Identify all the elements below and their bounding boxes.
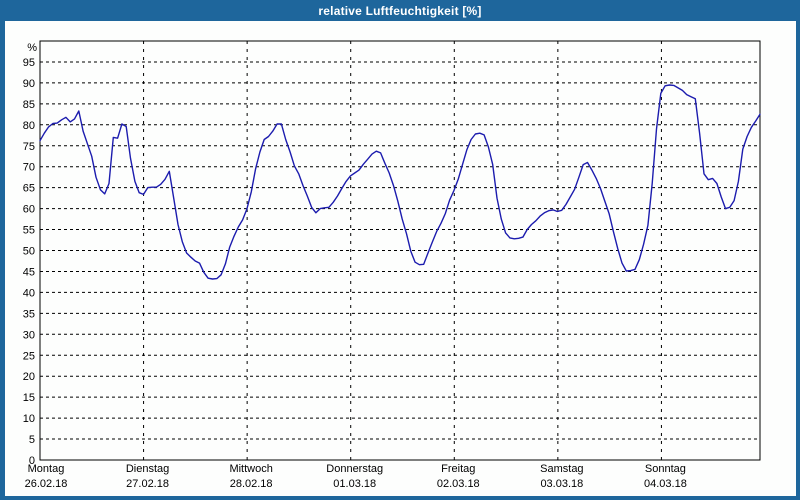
x-axis-date-label: 03.03.18 bbox=[540, 478, 583, 490]
x-axis-weekday-label: Freitag bbox=[441, 463, 475, 475]
x-axis-weekday-label: Dienstag bbox=[126, 463, 169, 475]
x-axis-weekday-label: Montag bbox=[28, 463, 65, 475]
humidity-series-line bbox=[39, 84, 761, 280]
x-axis-date-label: 27.02.18 bbox=[126, 478, 169, 490]
y-axis-tick-label: 15 bbox=[23, 392, 35, 404]
y-axis-tick-label: 90 bbox=[23, 78, 35, 90]
y-axis-tick-label: 80 bbox=[23, 120, 35, 132]
x-axis-date-label: 04.03.18 bbox=[644, 478, 687, 490]
x-axis-weekday-label: Donnerstag bbox=[326, 463, 383, 475]
y-axis-tick-label: 95 bbox=[23, 57, 35, 69]
x-axis-date-label: 28.02.18 bbox=[230, 478, 273, 490]
x-axis-weekday-label: Samstag bbox=[540, 463, 583, 475]
title-bar: relative Luftfeuchtigkeit [%] bbox=[0, 0, 800, 21]
plot-border bbox=[39, 40, 761, 461]
y-axis-tick-label: 55 bbox=[23, 225, 35, 237]
y-axis-tick-label: 5 bbox=[29, 434, 35, 446]
x-axis-weekday-label: Mittwoch bbox=[229, 463, 272, 475]
y-axis-tick-label: 0 bbox=[29, 455, 35, 467]
y-axis-tick-label: 75 bbox=[23, 141, 35, 153]
x-axis-date-label: 26.02.18 bbox=[25, 478, 68, 490]
y-axis-tick-label: 85 bbox=[23, 99, 35, 111]
y-axis-tick-label: 70 bbox=[23, 162, 35, 174]
y-axis-tick-label: 30 bbox=[23, 329, 35, 341]
x-axis-date-label: 01.03.18 bbox=[333, 478, 376, 490]
y-axis-tick-label: 40 bbox=[23, 287, 35, 299]
y-axis-unit-label: % bbox=[27, 42, 37, 54]
y-axis-tick-label: 35 bbox=[23, 308, 35, 320]
x-axis-weekday-label: Sonntag bbox=[645, 463, 686, 475]
chart-panel bbox=[5, 21, 796, 496]
y-axis-tick-label: 50 bbox=[23, 246, 35, 258]
y-axis-tick-label: 20 bbox=[23, 371, 35, 383]
y-axis-tick-label: 10 bbox=[23, 413, 35, 425]
y-axis-tick-label: 65 bbox=[23, 183, 35, 195]
y-axis-tick-label: 60 bbox=[23, 204, 35, 216]
window-title: relative Luftfeuchtigkeit [%] bbox=[318, 3, 482, 18]
y-axis-tick-label: 25 bbox=[23, 350, 35, 362]
y-axis-tick-label: 45 bbox=[23, 266, 35, 278]
x-axis-date-label: 02.03.18 bbox=[437, 478, 480, 490]
